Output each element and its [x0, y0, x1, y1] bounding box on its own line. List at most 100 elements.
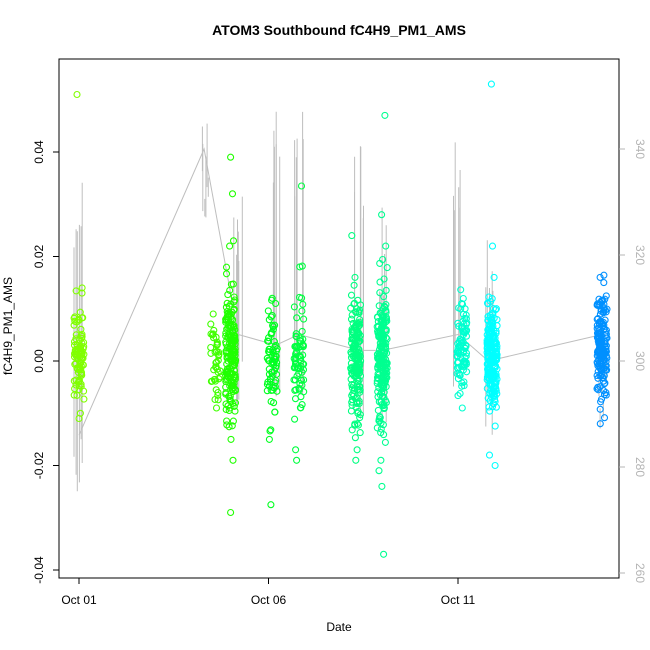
data-point — [382, 286, 390, 294]
data-point — [265, 357, 273, 365]
data-point — [352, 308, 360, 316]
data-point — [454, 392, 462, 400]
data-point — [461, 361, 469, 369]
data-point — [73, 391, 81, 399]
data-point — [207, 320, 215, 328]
data-point — [226, 392, 234, 400]
data-point — [378, 482, 386, 490]
data-point — [491, 422, 499, 430]
data-point — [271, 383, 279, 391]
data-point — [73, 90, 81, 99]
data-point — [79, 314, 87, 322]
data-point — [213, 338, 221, 346]
data-point — [292, 330, 300, 338]
data-point — [355, 386, 363, 394]
data-point — [292, 353, 300, 361]
data-point — [350, 281, 358, 289]
data-point — [295, 293, 304, 301]
data-point — [354, 421, 362, 429]
data-point — [290, 303, 298, 311]
data-point — [487, 322, 495, 330]
data-point — [454, 375, 462, 383]
data-point — [273, 359, 281, 367]
data-point — [378, 338, 386, 346]
data-point — [493, 365, 501, 373]
y-tick-label: 0.02 — [32, 244, 46, 268]
data-point — [378, 334, 386, 342]
data-point — [485, 451, 494, 459]
data-point — [462, 332, 471, 340]
secondary-line — [78, 147, 603, 436]
data-point — [380, 550, 388, 558]
data-point — [214, 356, 222, 364]
data-point — [74, 365, 82, 373]
data-point — [229, 326, 237, 334]
data-point — [80, 395, 88, 403]
data-point — [353, 319, 361, 327]
data-point — [600, 279, 608, 287]
data-point — [356, 414, 364, 422]
data-point — [77, 325, 85, 333]
data-point — [381, 364, 389, 372]
data-point — [373, 350, 381, 358]
data-point — [272, 299, 280, 308]
data-point — [227, 356, 235, 364]
data-point — [227, 153, 235, 161]
data-point — [458, 299, 466, 308]
data-point — [492, 352, 500, 360]
data-point — [347, 315, 356, 323]
data-point — [213, 341, 221, 349]
data-point — [601, 343, 609, 351]
data-point — [375, 417, 383, 425]
data-point — [212, 404, 221, 412]
data-point — [597, 350, 605, 358]
data-point — [379, 343, 388, 351]
data-point — [229, 237, 238, 245]
data-point — [266, 375, 275, 383]
data-point — [353, 446, 361, 454]
data-point — [78, 289, 86, 297]
data-point — [458, 323, 466, 331]
data-point — [600, 271, 608, 279]
data-point — [300, 376, 308, 384]
data-point — [490, 314, 498, 322]
data-point — [71, 313, 79, 321]
data-point — [225, 423, 233, 431]
data-point — [458, 404, 466, 412]
data-point — [493, 390, 501, 398]
data-point — [349, 319, 357, 327]
data-point — [377, 456, 385, 464]
data-point — [78, 332, 86, 341]
data-point — [227, 508, 235, 517]
data-point — [292, 446, 300, 454]
data-point — [380, 275, 388, 283]
y2-tick-label: 300 — [633, 351, 647, 371]
data-point — [593, 385, 601, 393]
data-point — [223, 307, 231, 316]
data-point — [70, 341, 79, 349]
data-point — [383, 349, 391, 357]
data-point — [351, 434, 359, 442]
y-tick-label: -0.02 — [32, 452, 46, 480]
data-point — [298, 307, 306, 315]
data-point — [265, 348, 273, 356]
data-point — [600, 380, 608, 388]
data-point — [264, 337, 272, 345]
data-point — [374, 406, 382, 414]
data-point — [596, 273, 604, 281]
data-point — [490, 388, 499, 396]
data-point — [483, 344, 491, 352]
y-tick-label: 0.04 — [32, 140, 46, 164]
data-point — [350, 392, 358, 400]
data-point — [603, 366, 611, 374]
data-point — [264, 307, 272, 315]
data-point — [462, 315, 470, 323]
data-point — [78, 330, 86, 338]
data-point — [597, 395, 606, 403]
data-point — [229, 456, 237, 464]
data-point — [72, 287, 80, 295]
data-point — [492, 349, 500, 357]
data-point — [350, 299, 359, 307]
data-point — [596, 420, 604, 428]
